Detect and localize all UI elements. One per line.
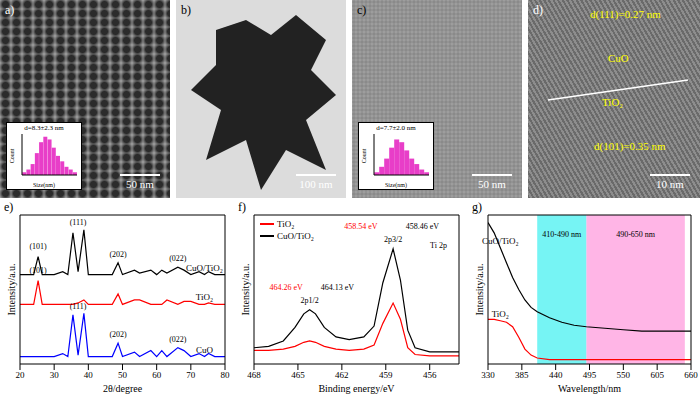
svg-text:490-650 nm: 490-650 nm: [616, 230, 656, 239]
svg-text:459: 459: [379, 370, 393, 380]
svg-text:464.13 eV: 464.13 eV: [321, 283, 355, 292]
html-text:e): e): [4, 200, 14, 214]
svg-text:Intensity/a.u.: Intensity/a.u.: [474, 263, 485, 315]
html-text:d(101)=0.35 nm: d(101)=0.35 nm: [594, 140, 666, 152]
svg-text:(101): (101): [29, 242, 47, 251]
svg-text:468: 468: [247, 370, 261, 380]
svg-text:Intensity/a.u.: Intensity/a.u.: [240, 263, 251, 315]
svg-text:550: 550: [617, 370, 631, 380]
html-text:100 nm: 100 nm: [299, 178, 333, 190]
html-text:Count: Count: [9, 148, 15, 164]
svg-text:605: 605: [650, 370, 664, 380]
svg-text:30: 30: [50, 370, 60, 380]
html-text:Count: Count: [361, 148, 367, 164]
svg-text:TiO₂: TiO₂: [196, 292, 213, 302]
html-text:TiO₂: TiO₂: [277, 219, 295, 229]
svg-text:(202): (202): [109, 330, 127, 339]
svg-text:(022): (022): [169, 254, 187, 263]
svg-text:40: 40: [84, 370, 94, 380]
svg-text:CuO: CuO: [196, 345, 214, 355]
svg-text:385: 385: [515, 370, 529, 380]
html-text:CuO/TiO₂: CuO/TiO₂: [277, 231, 314, 241]
svg-text:465: 465: [291, 370, 305, 380]
svg-text:50: 50: [118, 370, 128, 380]
svg-text:660: 660: [684, 370, 698, 380]
html-text:d=7.7±2.0 nm: d=7.7±2.0 nm: [376, 124, 416, 132]
svg-text:60: 60: [152, 370, 162, 380]
svg-text:80: 80: [221, 370, 231, 380]
html-text:d): d): [533, 3, 543, 17]
html-text:10 nm: 10 nm: [656, 178, 684, 190]
svg-text:(022): (022): [169, 335, 187, 344]
svg-text:462: 462: [335, 370, 349, 380]
svg-text:440: 440: [549, 370, 563, 380]
html-text:Size(nm): Size(nm): [33, 182, 55, 188]
html-text:c): c): [357, 3, 367, 17]
svg-text:(101): (101): [29, 266, 47, 275]
html-text:g): g): [472, 200, 482, 214]
svg-text:458.54 eV: 458.54 eV: [344, 222, 378, 231]
svg-text:Binding energy/eV: Binding energy/eV: [318, 383, 395, 394]
html-text:50 nm: 50 nm: [478, 178, 506, 190]
svg-text:495: 495: [583, 370, 597, 380]
html-text:d(111)=0.27 nm: d(111)=0.27 nm: [590, 8, 661, 20]
html-text:d=8.3±2.3 nm: d=8.3±2.3 nm: [24, 124, 64, 132]
html-text:TiO₂: TiO₂: [602, 96, 624, 108]
html-text:50 nm: 50 nm: [126, 178, 154, 190]
svg-text:(111): (111): [70, 302, 87, 311]
svg-text:2p1/2: 2p1/2: [301, 296, 319, 305]
svg-text:(202): (202): [109, 250, 127, 259]
svg-text:464.26 eV: 464.26 eV: [270, 283, 304, 292]
html-text:CuO: CuO: [608, 52, 629, 64]
svg-text:Intensity/a.u.: Intensity/a.u.: [6, 263, 17, 315]
svg-text:2p3/2: 2p3/2: [384, 235, 402, 244]
html-text:a): a): [5, 3, 15, 17]
svg-text:2θ/degree: 2θ/degree: [103, 383, 143, 394]
svg-text:410-490 nm: 410-490 nm: [542, 230, 582, 239]
svg-text:CuO/TiO₂: CuO/TiO₂: [482, 236, 519, 246]
svg-text:20: 20: [16, 370, 26, 380]
svg-text:456: 456: [423, 370, 437, 380]
html-text:b): b): [181, 3, 191, 17]
svg-text:70: 70: [186, 370, 196, 380]
svg-text:TiO₂: TiO₂: [492, 309, 509, 319]
svg-text:Wavelength/nm: Wavelength/nm: [558, 383, 621, 394]
svg-text:458.46 eV: 458.46 eV: [406, 222, 440, 231]
svg-text:Ti 2p: Ti 2p: [430, 241, 447, 250]
svg-text:330: 330: [481, 370, 495, 380]
html-text:Size(nm): Size(nm): [385, 182, 407, 188]
html-text:f): f): [238, 200, 246, 214]
svg-text:CuO/TiO₂: CuO/TiO₂: [186, 263, 223, 273]
svg-text:(111): (111): [70, 218, 87, 227]
